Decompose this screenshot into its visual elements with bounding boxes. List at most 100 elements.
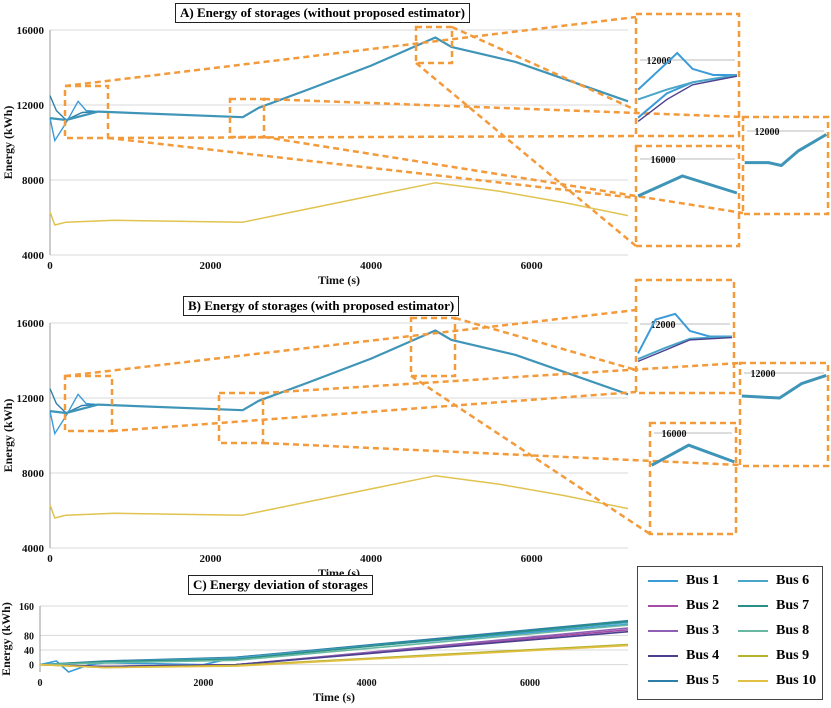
panel-c-ytick-label: 160 [19,602,34,613]
panel-c-xtick-label: 4000 [357,678,377,689]
panel-a-inset-dip-label: 12000 [755,127,780,138]
panel-b-ytick-label: 12000 [17,393,45,405]
panel-b-zoom-connector [262,441,741,467]
panel-b-xtick-label: 4000 [360,553,383,565]
panel-a-inset-peak [634,144,741,248]
panel-a-inset-dip [741,115,830,216]
panel-c-xtick-label: 6000 [520,678,540,689]
legend-item-bus-9: Bus 9 [738,648,809,664]
panel-c-ytick-label: 80 [24,631,34,642]
panel-a-ytick-label: 4000 [22,250,45,262]
panel-b-y-axis-label: Energy (kWh) [1,399,15,473]
panel-a-xtick-label: 0 [47,260,53,272]
panel-b-zoom-box-1 [63,374,114,433]
panel-b-xtick-label: 6000 [521,553,544,565]
panel-b-inset-peak [648,421,738,536]
panel-a-xtick-label: 2000 [200,260,223,272]
panel-b-series-line-storages-9-10 [49,475,629,519]
panel-b-inset-transient-label: 12000 [651,320,676,331]
panel-b-xtick-label: 0 [47,553,53,565]
panel-a-zoom-connector [107,134,637,140]
panel-b-inset-peak-curve [650,443,735,467]
legend-swatch [738,680,768,682]
panel-b-inset-dip [738,361,830,468]
legend-item-bus-5: Bus 5 [648,673,719,689]
panel-b-xtick-label: 2000 [200,553,223,565]
panel-a-zoom-connector [415,62,637,247]
legend-swatch [648,680,678,682]
panel-c-series-line-bus-7 [39,620,629,666]
panel-a-zoom-connector [263,97,744,119]
panel-a-zoom-connector [107,136,637,200]
panel-b-zoom-connector [64,308,637,378]
panel-a-zoom-box-2 [228,97,266,139]
panel-b-initial-transient-line [49,393,99,436]
legend-item-bus-2: Bus 2 [648,598,719,614]
legend-swatch [648,605,678,607]
panel-b-zoom-connector [410,374,651,536]
panel-a-inset-peak-label: 16000 [651,155,676,166]
panel-b-zoom-connector [111,390,637,433]
panel-b-zoom-connector [262,361,741,395]
panel-b-ytick-label: 4000 [22,543,45,555]
panel-b-inset-transient-curve [637,335,733,361]
panel-a-zoom-connector [263,135,744,215]
legend-swatch [738,580,768,582]
legend-swatch [648,630,678,632]
panel-a-zoom-connector [451,25,637,112]
panel-a-y-axis-label: Energy (kWh) [1,106,15,180]
legend-swatch [648,655,678,657]
legend-swatch [738,605,768,607]
panel-a-initial-transient-line [49,100,99,143]
panel-a-inset-dip-curve [744,133,828,168]
panel-b-ytick-label: 16000 [17,318,45,330]
legend: Bus 1 Bus 6 Bus 2 Bus 7 Bus 3 Bus 8 Bus … [637,566,823,700]
panel-b-title: B) Energy of storages (with proposed est… [183,296,460,316]
panel-c-y-axis-label: Energy (kWh) [0,602,13,676]
panel-b-inset-transient-curve [637,336,733,363]
panel-c-title: C) Energy deviation of storages [188,575,373,595]
panel-a-zoom-box-3 [414,25,454,65]
legend-swatch [648,580,678,582]
panel-a-inset-transient-label: 12000 [647,56,672,67]
panel-c-xtick-label: 2000 [193,678,213,689]
panel-a-ytick-label: 8000 [22,175,45,187]
panel-a-x-axis-label: Time (s) [318,273,360,287]
panel-b-series-line-storages-1-8 [49,329,629,415]
legend-swatch [738,655,768,657]
panel-a-inset-transient [634,12,741,138]
panel-a-xtick-label: 4000 [360,260,383,272]
panel-b-zoom-box-2 [217,391,265,445]
panel-b-inset-dip-label: 12000 [751,369,776,380]
legend-item-bus-7: Bus 7 [738,598,809,614]
panel-a-zoom-box-1 [63,84,110,140]
panel-c-ytick-label: 0 [29,661,34,672]
panel-a-ytick-label: 16000 [17,25,45,37]
legend-item-bus-4: Bus 4 [648,648,719,664]
panel-a-title: A) Energy of storages (without proposed … [175,3,471,23]
panel-a-series-line-storages-9-10 [49,182,629,226]
panel-a-inset-transient-curve [637,74,738,101]
legend-item-bus-1: Bus 1 [648,573,719,589]
panel-a-inset-transient-curve [637,51,737,91]
panel-b-inset-dip-curve [741,373,827,400]
panel-a-zoom-connector [64,15,637,88]
panel-b-zoom-connector [454,316,637,372]
panel-a-inset-transient-curve [637,74,738,119]
panel-a-inset-peak-curve [637,174,738,198]
panel-c-series-line-bus-8 [39,624,629,666]
panel-b-inset-transient [634,278,736,395]
panel-b-inset-peak-label: 16000 [662,429,687,440]
panel-b-inset-transient-curve [637,312,732,354]
panel-c-x-axis-label: Time (s) [313,690,355,704]
panel-a-ytick-label: 12000 [17,100,45,112]
panel-b-zoom-box-3 [409,316,457,378]
panel-a-inset-transient-curve [637,75,738,122]
legend-item-bus-3: Bus 3 [648,623,719,639]
panel-a-xtick-label: 6000 [521,260,544,272]
legend-swatch [738,630,768,632]
panel-c-series-line-bus-10 [39,644,629,669]
panel-c-xtick-label: 0 [38,678,43,689]
